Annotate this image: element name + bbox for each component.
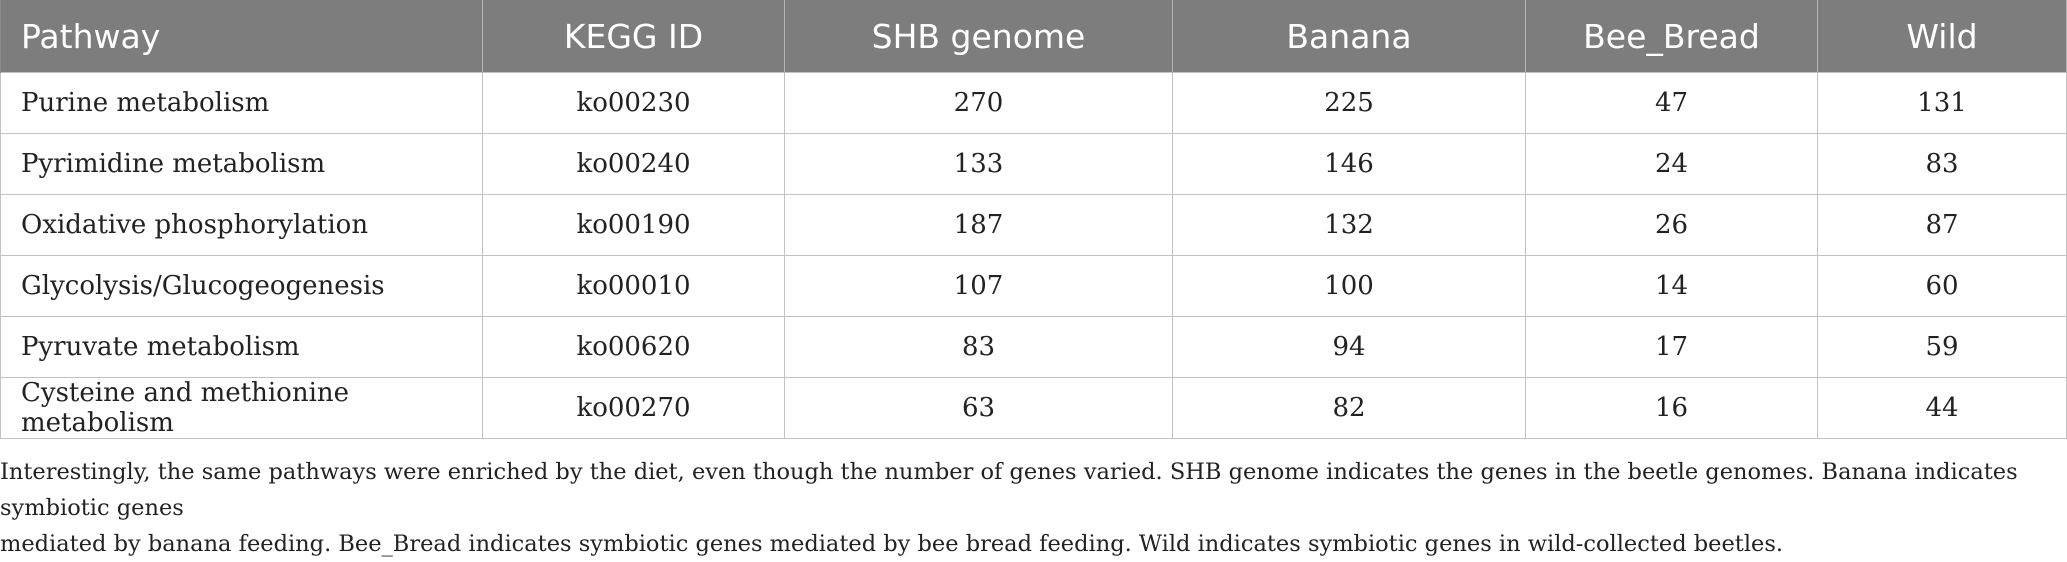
header-bee-bread: Bee_Bread	[1525, 0, 1818, 73]
cell-kegg-id: ko00230	[482, 72, 785, 134]
cell-pathway: Pyruvate metabolism	[0, 316, 483, 378]
cell-wild: 59	[1817, 316, 2067, 378]
cell-shb-genome: 187	[784, 194, 1173, 256]
header-pathway: Pathway	[0, 0, 483, 73]
cell-pathway: Pyrimidine metabolism	[0, 133, 483, 195]
cell-wild: 131	[1817, 72, 2067, 134]
pathway-table: Pathway KEGG ID SHB genome Banana Bee_Br…	[0, 0, 2067, 439]
cell-banana: 82	[1172, 377, 1526, 439]
footnote-line: Interestingly, the same pathways were en…	[0, 459, 2018, 521]
cell-bee-bread: 24	[1525, 133, 1818, 195]
cell-wild: 87	[1817, 194, 2067, 256]
cell-wild: 60	[1817, 255, 2067, 317]
footnote-line: mediated by banana feeding. Bee_Bread in…	[0, 531, 1784, 557]
cell-pathway: Glycolysis/Glucogeogenesis	[0, 255, 483, 317]
header-wild: Wild	[1817, 0, 2067, 73]
cell-bee-bread: 14	[1525, 255, 1818, 317]
cell-kegg-id: ko00240	[482, 133, 785, 195]
cell-banana: 132	[1172, 194, 1526, 256]
cell-shb-genome: 63	[784, 377, 1173, 439]
header-row: Pathway KEGG ID SHB genome Banana Bee_Br…	[0, 0, 2067, 73]
table-container: Pathway KEGG ID SHB genome Banana Bee_Br…	[0, 0, 2067, 439]
cell-kegg-id: ko00190	[482, 194, 785, 256]
cell-kegg-id: ko00620	[482, 316, 785, 378]
cell-shb-genome: 107	[784, 255, 1173, 317]
cell-pathway: Oxidative phosphorylation	[0, 194, 483, 256]
table-footnote: Interestingly, the same pathways were en…	[0, 454, 2060, 562]
cell-pathway: Purine metabolism	[0, 72, 483, 134]
table-row: Glycolysis/Glucogeogenesis ko00010 107 1…	[0, 255, 2067, 317]
header-kegg-id: KEGG ID	[482, 0, 785, 73]
cell-kegg-id: ko00270	[482, 377, 785, 439]
table-row: Pyrimidine metabolism ko00240 133 146 24…	[0, 133, 2067, 195]
cell-banana: 94	[1172, 316, 1526, 378]
cell-shb-genome: 270	[784, 72, 1173, 134]
cell-pathway: Cysteine and methionine metabolism	[0, 377, 483, 439]
table-row: Purine metabolism ko00230 270 225 47 131	[0, 72, 2067, 134]
cell-kegg-id: ko00010	[482, 255, 785, 317]
header-banana: Banana	[1172, 0, 1526, 73]
cell-banana: 225	[1172, 72, 1526, 134]
cell-wild: 44	[1817, 377, 2067, 439]
cell-bee-bread: 47	[1525, 72, 1818, 134]
table-row: Oxidative phosphorylation ko00190 187 13…	[0, 194, 2067, 256]
header-shb-genome: SHB genome	[784, 0, 1173, 73]
cell-wild: 83	[1817, 133, 2067, 195]
cell-bee-bread: 26	[1525, 194, 1818, 256]
cell-shb-genome: 83	[784, 316, 1173, 378]
cell-banana: 100	[1172, 255, 1526, 317]
table-header: Pathway KEGG ID SHB genome Banana Bee_Br…	[0, 0, 2067, 73]
table-body: Purine metabolism ko00230 270 225 47 131…	[0, 72, 2067, 439]
cell-bee-bread: 17	[1525, 316, 1818, 378]
table-row: Cysteine and methionine metabolism ko002…	[0, 377, 2067, 439]
cell-banana: 146	[1172, 133, 1526, 195]
table-row: Pyruvate metabolism ko00620 83 94 17 59	[0, 316, 2067, 378]
cell-shb-genome: 133	[784, 133, 1173, 195]
cell-bee-bread: 16	[1525, 377, 1818, 439]
